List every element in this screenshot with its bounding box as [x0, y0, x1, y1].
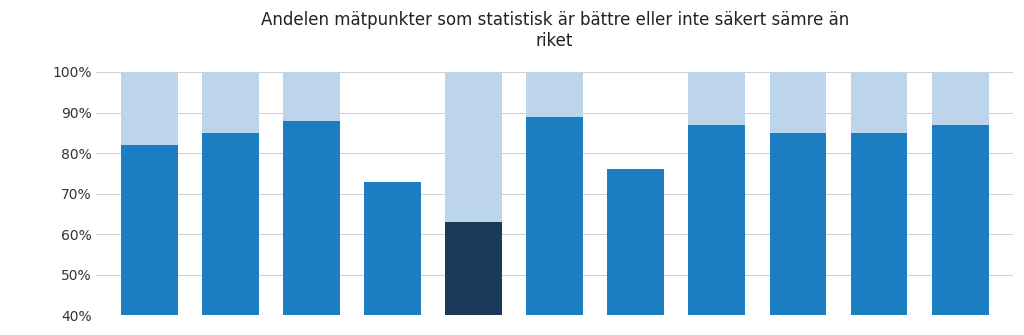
- Bar: [770, 133, 826, 335]
- Bar: [283, 121, 340, 335]
- Bar: [607, 169, 665, 335]
- Bar: [688, 72, 745, 125]
- Bar: [202, 72, 259, 133]
- Title: Andelen mätpunkter som statistisk är bättre eller inte säkert sämre än
riket: Andelen mätpunkter som statistisk är bät…: [260, 11, 849, 50]
- Bar: [121, 145, 177, 335]
- Bar: [688, 125, 745, 335]
- Bar: [526, 117, 583, 335]
- Bar: [526, 72, 583, 117]
- Bar: [851, 133, 907, 335]
- Bar: [445, 222, 502, 335]
- Bar: [932, 72, 988, 125]
- Bar: [283, 72, 340, 121]
- Bar: [365, 182, 421, 335]
- Bar: [932, 125, 988, 335]
- Bar: [851, 72, 907, 133]
- Bar: [445, 72, 502, 222]
- Bar: [770, 72, 826, 133]
- Bar: [202, 133, 259, 335]
- Bar: [121, 72, 177, 145]
